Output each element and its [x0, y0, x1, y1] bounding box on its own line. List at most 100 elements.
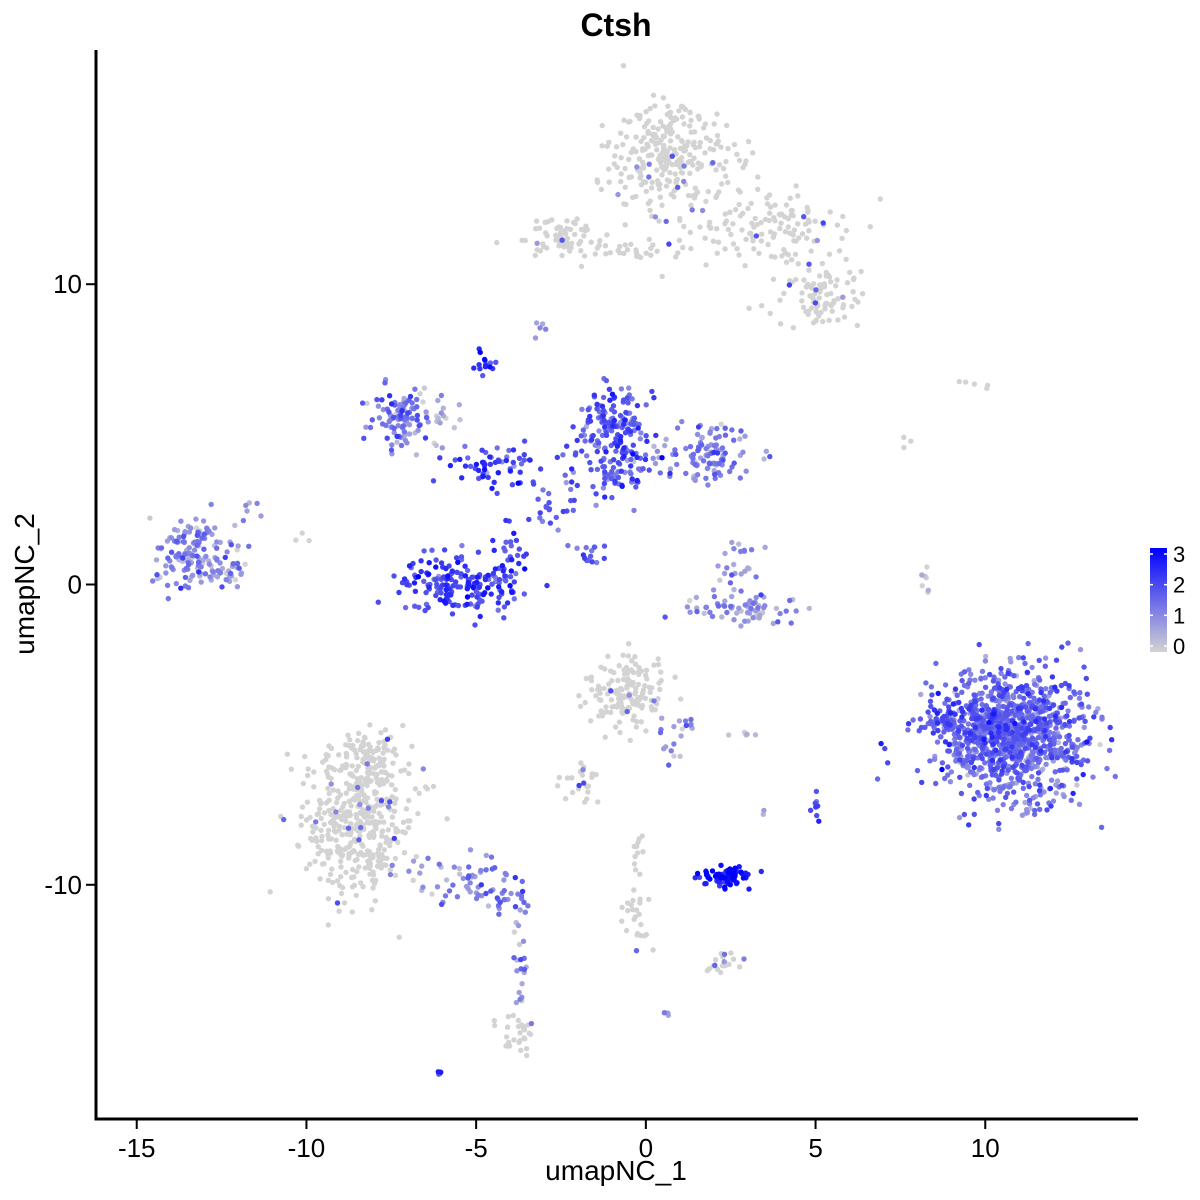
data-point [516, 1039, 522, 1046]
data-point [440, 405, 446, 411]
data-point [527, 457, 533, 463]
data-point [956, 750, 962, 757]
data-point [426, 560, 432, 566]
data-point [376, 415, 383, 421]
data-point [201, 531, 208, 537]
data-point [378, 865, 384, 871]
data-point [312, 858, 318, 864]
data-point [671, 188, 677, 194]
data-point [163, 563, 169, 569]
data-point [365, 858, 371, 864]
data-point [736, 157, 743, 164]
data-point [363, 424, 369, 430]
data-point [1019, 725, 1025, 731]
data-point [730, 241, 737, 247]
data-point [564, 775, 571, 781]
data-point [656, 218, 662, 224]
data-point [591, 392, 597, 398]
data-point [788, 207, 795, 214]
data-point [443, 582, 449, 588]
data-point [721, 603, 728, 609]
data-point [369, 819, 375, 825]
data-point [975, 789, 981, 796]
data-point [467, 463, 474, 469]
data-point [664, 129, 670, 135]
data-point [435, 415, 441, 422]
data-point [386, 418, 392, 425]
data-point [731, 141, 738, 148]
data-point [433, 442, 439, 449]
data-point [525, 903, 531, 909]
data-point [364, 819, 370, 826]
data-point [343, 752, 350, 758]
data-point [710, 160, 716, 166]
data-point [996, 826, 1002, 832]
data-point [504, 1024, 511, 1030]
data-point [382, 727, 389, 733]
data-point [190, 572, 196, 578]
data-point [539, 321, 546, 327]
data-point [616, 719, 623, 725]
data-point [349, 909, 355, 915]
data-point [722, 425, 728, 431]
data-point [688, 117, 694, 124]
data-point [671, 741, 677, 747]
data-point [412, 588, 419, 594]
data-point [714, 425, 720, 432]
data-point [404, 440, 410, 446]
data-point [583, 544, 589, 551]
data-point [338, 890, 345, 897]
data-point [311, 769, 317, 775]
data-point [336, 813, 342, 819]
data-point [378, 798, 385, 804]
data-point [834, 277, 840, 283]
data-point [210, 569, 216, 575]
data-point [703, 445, 709, 452]
data-point [712, 475, 718, 481]
data-point [638, 719, 644, 725]
data-point [996, 820, 1002, 827]
data-point [795, 193, 801, 199]
data-point [353, 812, 359, 818]
data-point [410, 877, 416, 883]
data-point [515, 1017, 521, 1024]
data-point [631, 861, 638, 867]
data-point [601, 555, 607, 562]
data-point [702, 150, 708, 156]
data-point [416, 790, 422, 796]
data-point [737, 964, 743, 970]
data-point [589, 436, 595, 443]
data-point [232, 577, 239, 583]
data-point [601, 685, 607, 692]
data-point [337, 882, 343, 889]
data-point [363, 799, 369, 806]
data-point [719, 445, 726, 451]
data-point [343, 761, 349, 768]
data-point [657, 194, 663, 200]
data-point [742, 602, 748, 608]
data-point [608, 688, 614, 694]
data-point [406, 563, 413, 569]
data-point [629, 658, 635, 664]
data-point [444, 816, 450, 822]
data-point [813, 804, 819, 810]
data-point [361, 435, 367, 441]
data-point [972, 724, 979, 731]
data-point [917, 716, 924, 722]
data-point [959, 742, 966, 749]
data-point [724, 122, 730, 129]
data-point [409, 415, 415, 421]
data-point [925, 587, 931, 593]
data-point [711, 442, 717, 449]
data-point [667, 138, 674, 144]
data-point [414, 417, 420, 423]
data-point [814, 237, 820, 244]
data-point [459, 542, 465, 549]
data-point [186, 555, 192, 562]
data-point [599, 403, 606, 409]
data-point [603, 251, 609, 257]
data-point [785, 224, 791, 230]
data-point [1021, 719, 1027, 725]
data-point [790, 325, 796, 331]
data-point [1035, 759, 1042, 766]
